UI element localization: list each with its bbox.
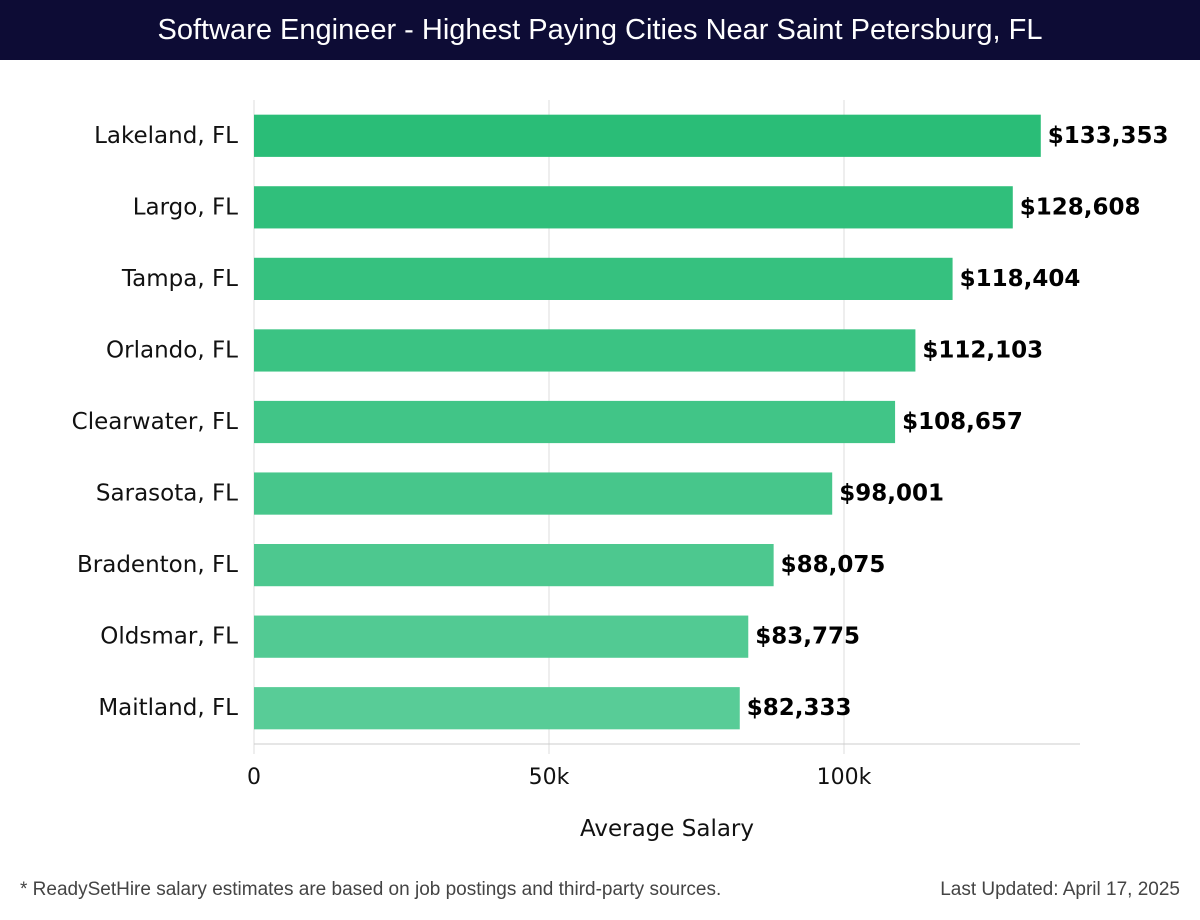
last-updated: Last Updated: April 17, 2025	[940, 879, 1180, 900]
chart-title-bar: Software Engineer - Highest Paying Citie…	[0, 0, 1200, 60]
bar	[254, 472, 833, 515]
value-label: $88,075	[781, 552, 886, 578]
footnote: * ReadySetHire salary estimates are base…	[20, 879, 722, 900]
category-label: Oldsmar, FL	[100, 624, 238, 650]
value-label: $108,657	[902, 409, 1023, 435]
bar	[254, 615, 749, 658]
category-label: Lakeland, FL	[94, 123, 238, 149]
value-label: $112,103	[922, 337, 1043, 363]
x-axis-title: Average Salary	[580, 816, 754, 842]
value-label: $98,001	[839, 481, 944, 507]
category-label: Bradenton, FL	[77, 552, 238, 578]
value-label: $133,353	[1048, 123, 1169, 149]
salary-bar-chart: Lakeland, FL $133,353 Largo, FL $128,608 Tam…	[72, 100, 1169, 842]
chart-title: Software Engineer - Highest Paying Citie…	[157, 13, 1043, 46]
value-label: $82,333	[747, 695, 852, 721]
category-label: Sarasota, FL	[96, 481, 238, 507]
value-label: $83,775	[755, 624, 860, 650]
bar	[254, 257, 953, 300]
bar	[254, 329, 916, 372]
category-label: Clearwater, FL	[72, 409, 239, 435]
value-label: $128,608	[1020, 194, 1141, 220]
category-label: Tampa, FL	[121, 266, 238, 292]
bar	[254, 544, 774, 587]
category-label: Largo, FL	[133, 194, 238, 220]
category-label: Orlando, FL	[106, 337, 238, 363]
bar	[254, 114, 1041, 157]
category-label: Maitland, FL	[98, 695, 238, 721]
bar	[254, 687, 740, 730]
x-tick-label: 100k	[817, 765, 872, 790]
x-tick-label: 0	[247, 765, 261, 790]
x-tick-label: 50k	[529, 765, 570, 790]
bar	[254, 186, 1013, 229]
bar	[254, 400, 896, 444]
value-label: $118,404	[960, 266, 1081, 292]
